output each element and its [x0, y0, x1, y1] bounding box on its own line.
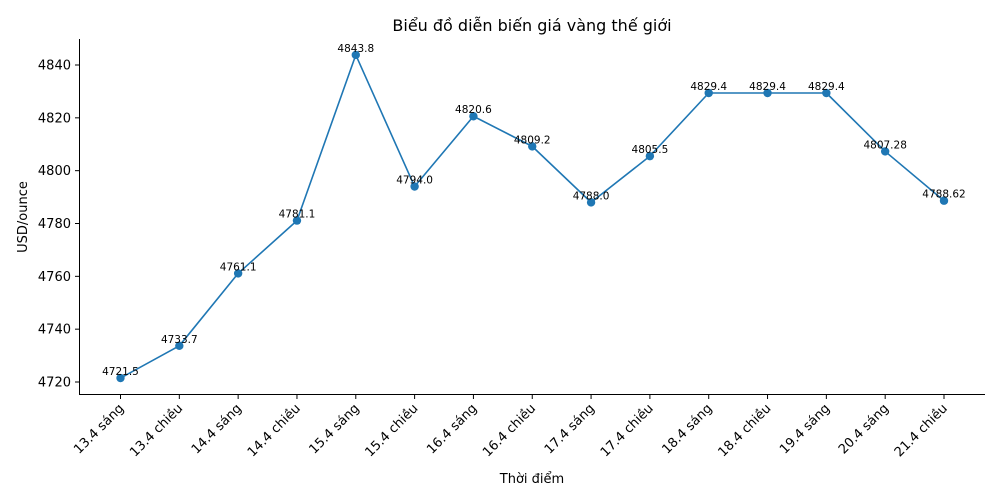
data-point	[939, 196, 949, 205]
y-axis-label: USD/ounce	[16, 181, 31, 253]
x-tick-label: 17.4 chiều	[598, 401, 657, 460]
x-tick-label: 13.4 chiều	[127, 401, 186, 460]
x-tick-label: 16.4 chiều	[480, 401, 539, 460]
data-point	[645, 151, 655, 161]
x-tick-label: 15.4 sáng	[307, 401, 363, 457]
data-point	[351, 50, 360, 60]
x-tick-label: 18.4 sáng	[659, 401, 715, 457]
y-axis-ticks: 4720 4740 4760 4780 4800 4820 4840	[38, 59, 80, 391]
chart-title: Biểu đồ diễn biến giá vàng thế giới	[392, 16, 671, 35]
x-tick-label: 19.4 sáng	[777, 401, 833, 457]
x-tick-label: 21.4 chiều	[892, 401, 951, 460]
data-point-label: 4843.8	[337, 43, 374, 55]
data-point	[175, 341, 184, 351]
y-tick-label: 4720	[38, 376, 71, 391]
data-point-label: 4829.4	[690, 81, 727, 93]
x-tick-label: 14.4 sáng	[189, 401, 245, 457]
data-point-label: 4805.5	[632, 144, 669, 156]
data-point-label: 4788.0	[573, 190, 610, 202]
data-point-labels: 4721.5 4733.7 4761.1 4781.1 4843.8 4794.0 4820…	[102, 43, 966, 378]
data-point-label: 4733.7	[161, 334, 198, 346]
data-point	[880, 147, 890, 156]
data-point	[704, 88, 713, 98]
x-tick-label: 13.4 sáng	[71, 401, 127, 457]
y-tick-label: 4740	[38, 323, 71, 338]
data-point-label: 4809.2	[514, 134, 551, 146]
y-tick-label: 4840	[38, 59, 71, 74]
x-tick-label: 15.4 chiều	[363, 401, 422, 460]
x-tick-label: 16.4 sáng	[424, 401, 480, 457]
data-point-label: 4829.4	[808, 81, 845, 93]
data-point-markers	[116, 50, 949, 383]
plot-area: 4720 4740 4760 4780 4800 4820 4840 13.4 sáng 13…	[38, 39, 985, 460]
data-point-label: 4781.1	[279, 209, 316, 221]
x-tick-label: 14.4 chiều	[245, 401, 304, 460]
y-tick-label: 4780	[38, 217, 71, 232]
data-point-label: 4788.62	[922, 189, 965, 201]
y-tick-label: 4820	[38, 111, 71, 126]
x-axis-label: Thời điểm	[499, 472, 564, 487]
data-point-label: 4807.28	[863, 139, 906, 151]
data-point	[410, 182, 419, 191]
data-point	[528, 142, 537, 151]
x-tick-label: 17.4 sáng	[542, 401, 598, 457]
data-point	[292, 216, 302, 225]
data-point	[116, 373, 125, 383]
data-point-label: 4721.5	[102, 366, 139, 378]
data-point-label: 4820.6	[455, 104, 492, 116]
data-point	[233, 269, 243, 278]
x-tick-label: 18.4 chiều	[715, 401, 774, 460]
data-point	[469, 112, 478, 121]
x-tick-label: 20.4 sáng	[836, 401, 892, 457]
y-tick-label: 4800	[38, 164, 71, 179]
y-tick-label: 4760	[38, 270, 71, 285]
data-point	[763, 88, 772, 98]
data-point	[822, 88, 831, 98]
data-point-label: 4761.1	[220, 261, 257, 273]
x-axis-ticks: 13.4 sáng 13.4 chiều 14.4 sáng 14.4 chiều 15…	[71, 394, 951, 460]
data-point	[586, 198, 596, 207]
series-line	[120, 54, 945, 379]
data-point-label: 4829.4	[749, 81, 786, 93]
data-point-label: 4794.0	[396, 175, 433, 187]
